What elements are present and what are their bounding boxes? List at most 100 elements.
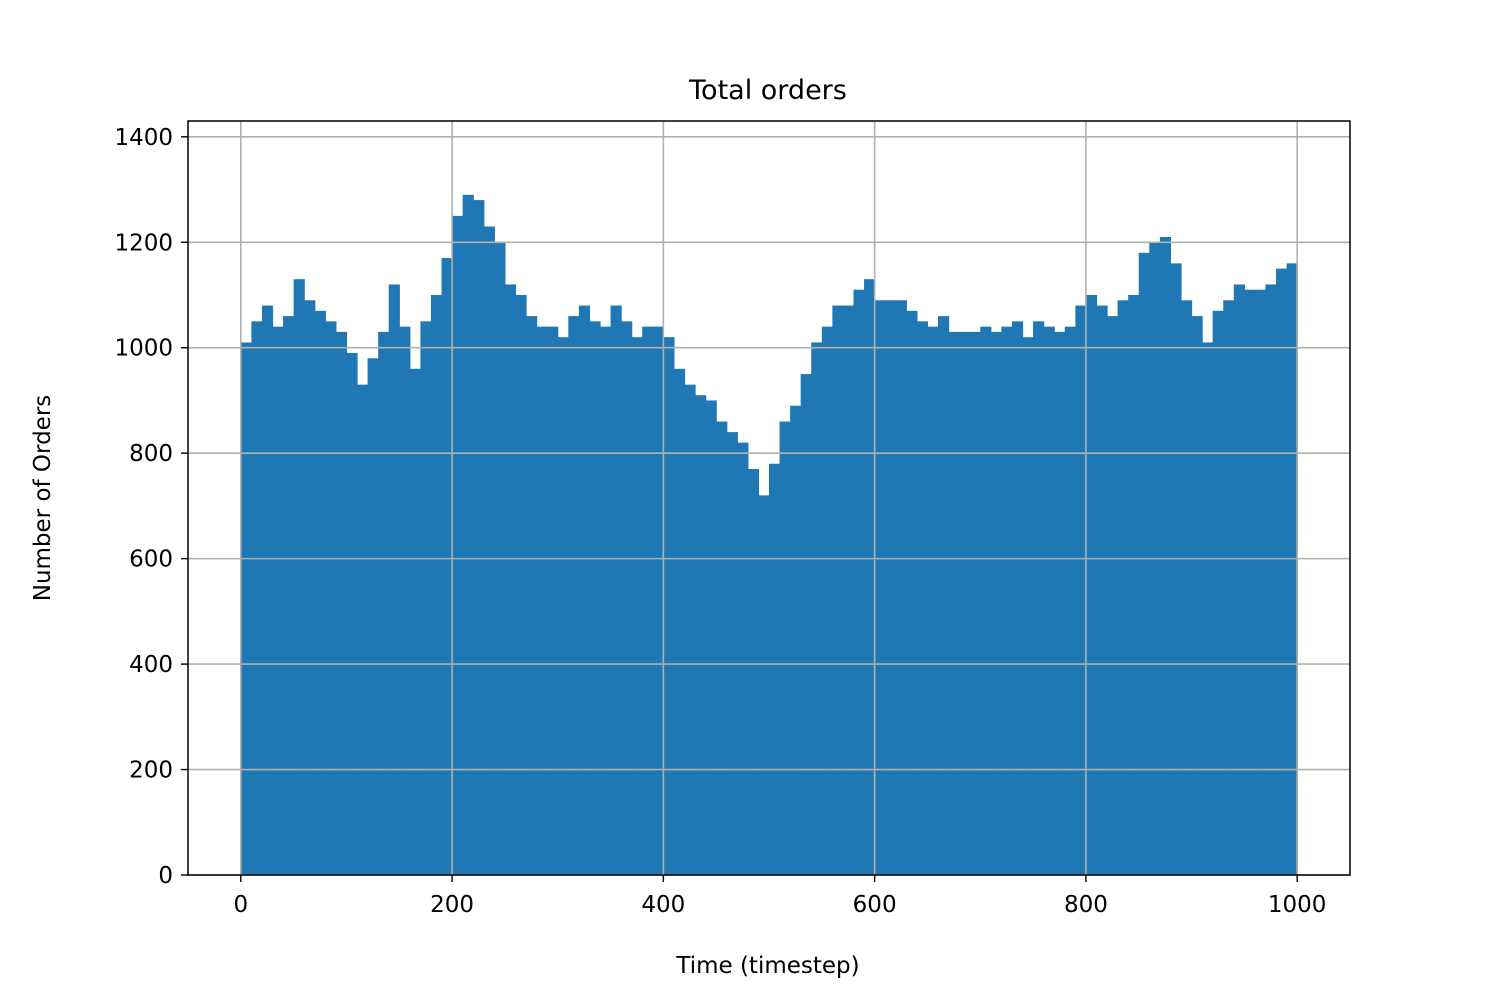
bar bbox=[895, 300, 907, 875]
bar bbox=[515, 295, 527, 875]
y-tick-label: 600 bbox=[129, 547, 173, 573]
bar bbox=[420, 321, 432, 875]
bar bbox=[483, 226, 495, 875]
bar bbox=[367, 358, 379, 875]
bar bbox=[758, 495, 770, 875]
bar bbox=[652, 326, 664, 875]
bar bbox=[853, 289, 865, 876]
bar bbox=[938, 316, 950, 876]
bar bbox=[261, 305, 274, 875]
x-tick-label: 800 bbox=[1064, 892, 1108, 918]
bar bbox=[388, 284, 400, 875]
y-axis-ticks: 0 200 400 600 800 1000 1200 1400 bbox=[114, 125, 188, 889]
bar bbox=[980, 326, 992, 875]
bar bbox=[663, 337, 675, 875]
x-tick-label: 600 bbox=[853, 892, 897, 918]
bar bbox=[441, 258, 453, 876]
bar bbox=[779, 421, 791, 875]
bar bbox=[695, 395, 707, 875]
bar bbox=[1054, 331, 1066, 875]
bar bbox=[1085, 295, 1098, 875]
bar bbox=[927, 326, 939, 875]
bar bbox=[1233, 284, 1245, 875]
bar bbox=[378, 331, 390, 875]
bar bbox=[1254, 289, 1267, 876]
bar bbox=[747, 469, 760, 875]
bar bbox=[1244, 289, 1256, 876]
bar bbox=[293, 279, 305, 875]
y-tick-label: 400 bbox=[129, 652, 173, 678]
bar bbox=[673, 368, 686, 875]
y-tick-label: 0 bbox=[158, 863, 173, 889]
bar bbox=[705, 400, 717, 875]
bar bbox=[726, 432, 738, 875]
y-tick-label: 800 bbox=[129, 441, 173, 467]
bar bbox=[578, 305, 591, 875]
bar bbox=[409, 368, 421, 875]
bar bbox=[1033, 321, 1045, 875]
bar bbox=[314, 310, 326, 875]
y-tick-label: 200 bbox=[129, 758, 173, 784]
bar bbox=[631, 337, 643, 875]
chart-title: Total orders bbox=[688, 75, 847, 106]
bar bbox=[1064, 326, 1076, 875]
bar bbox=[874, 300, 886, 875]
bar bbox=[1096, 305, 1108, 875]
bar bbox=[842, 305, 855, 875]
bar bbox=[811, 342, 823, 875]
bar bbox=[642, 326, 654, 875]
bar bbox=[1212, 310, 1224, 875]
bar bbox=[1011, 321, 1024, 875]
bar bbox=[1138, 252, 1150, 875]
bar bbox=[452, 215, 464, 875]
bar bbox=[346, 353, 358, 875]
bar bbox=[821, 326, 833, 875]
bar bbox=[272, 326, 284, 875]
bar bbox=[1180, 300, 1193, 875]
bar bbox=[1223, 300, 1235, 875]
bar bbox=[832, 305, 844, 875]
bar bbox=[769, 463, 781, 875]
bar bbox=[1159, 237, 1172, 875]
bar bbox=[325, 321, 337, 875]
y-tick-label: 1000 bbox=[114, 336, 173, 362]
bar bbox=[240, 342, 252, 875]
bar bbox=[1001, 326, 1013, 875]
bar bbox=[557, 337, 569, 875]
bar bbox=[526, 316, 538, 876]
bar bbox=[1170, 263, 1182, 875]
bar bbox=[304, 300, 316, 875]
bar bbox=[990, 331, 1002, 875]
bar bbox=[969, 331, 981, 875]
bar bbox=[864, 279, 876, 875]
x-axis-ticks: 0 200 400 600 800 1000 bbox=[233, 875, 1326, 918]
x-tick-label: 200 bbox=[430, 892, 474, 918]
bar bbox=[1128, 295, 1140, 875]
x-tick-label: 1000 bbox=[1268, 892, 1327, 918]
bar bbox=[1022, 337, 1034, 875]
bar bbox=[906, 310, 918, 875]
grid-lines bbox=[188, 121, 1350, 876]
bar bbox=[621, 321, 633, 875]
y-tick-label: 1200 bbox=[114, 230, 173, 256]
bar bbox=[1265, 284, 1277, 875]
bar bbox=[716, 421, 728, 875]
bar bbox=[1043, 326, 1055, 875]
y-axis-label: Number of Orders bbox=[30, 395, 56, 602]
bar bbox=[547, 326, 559, 875]
bar bbox=[916, 321, 929, 875]
bar bbox=[430, 295, 443, 875]
x-tick-label: 0 bbox=[233, 892, 248, 918]
bar bbox=[885, 300, 897, 875]
bar bbox=[684, 384, 696, 875]
bar bbox=[568, 316, 580, 876]
bar bbox=[948, 331, 960, 875]
x-tick-label: 400 bbox=[641, 892, 685, 918]
bar bbox=[1107, 316, 1119, 876]
bar bbox=[599, 326, 612, 875]
plot-frame bbox=[187, 120, 1351, 876]
bar bbox=[1117, 300, 1129, 875]
bar bbox=[283, 316, 295, 876]
bar bbox=[610, 305, 622, 875]
